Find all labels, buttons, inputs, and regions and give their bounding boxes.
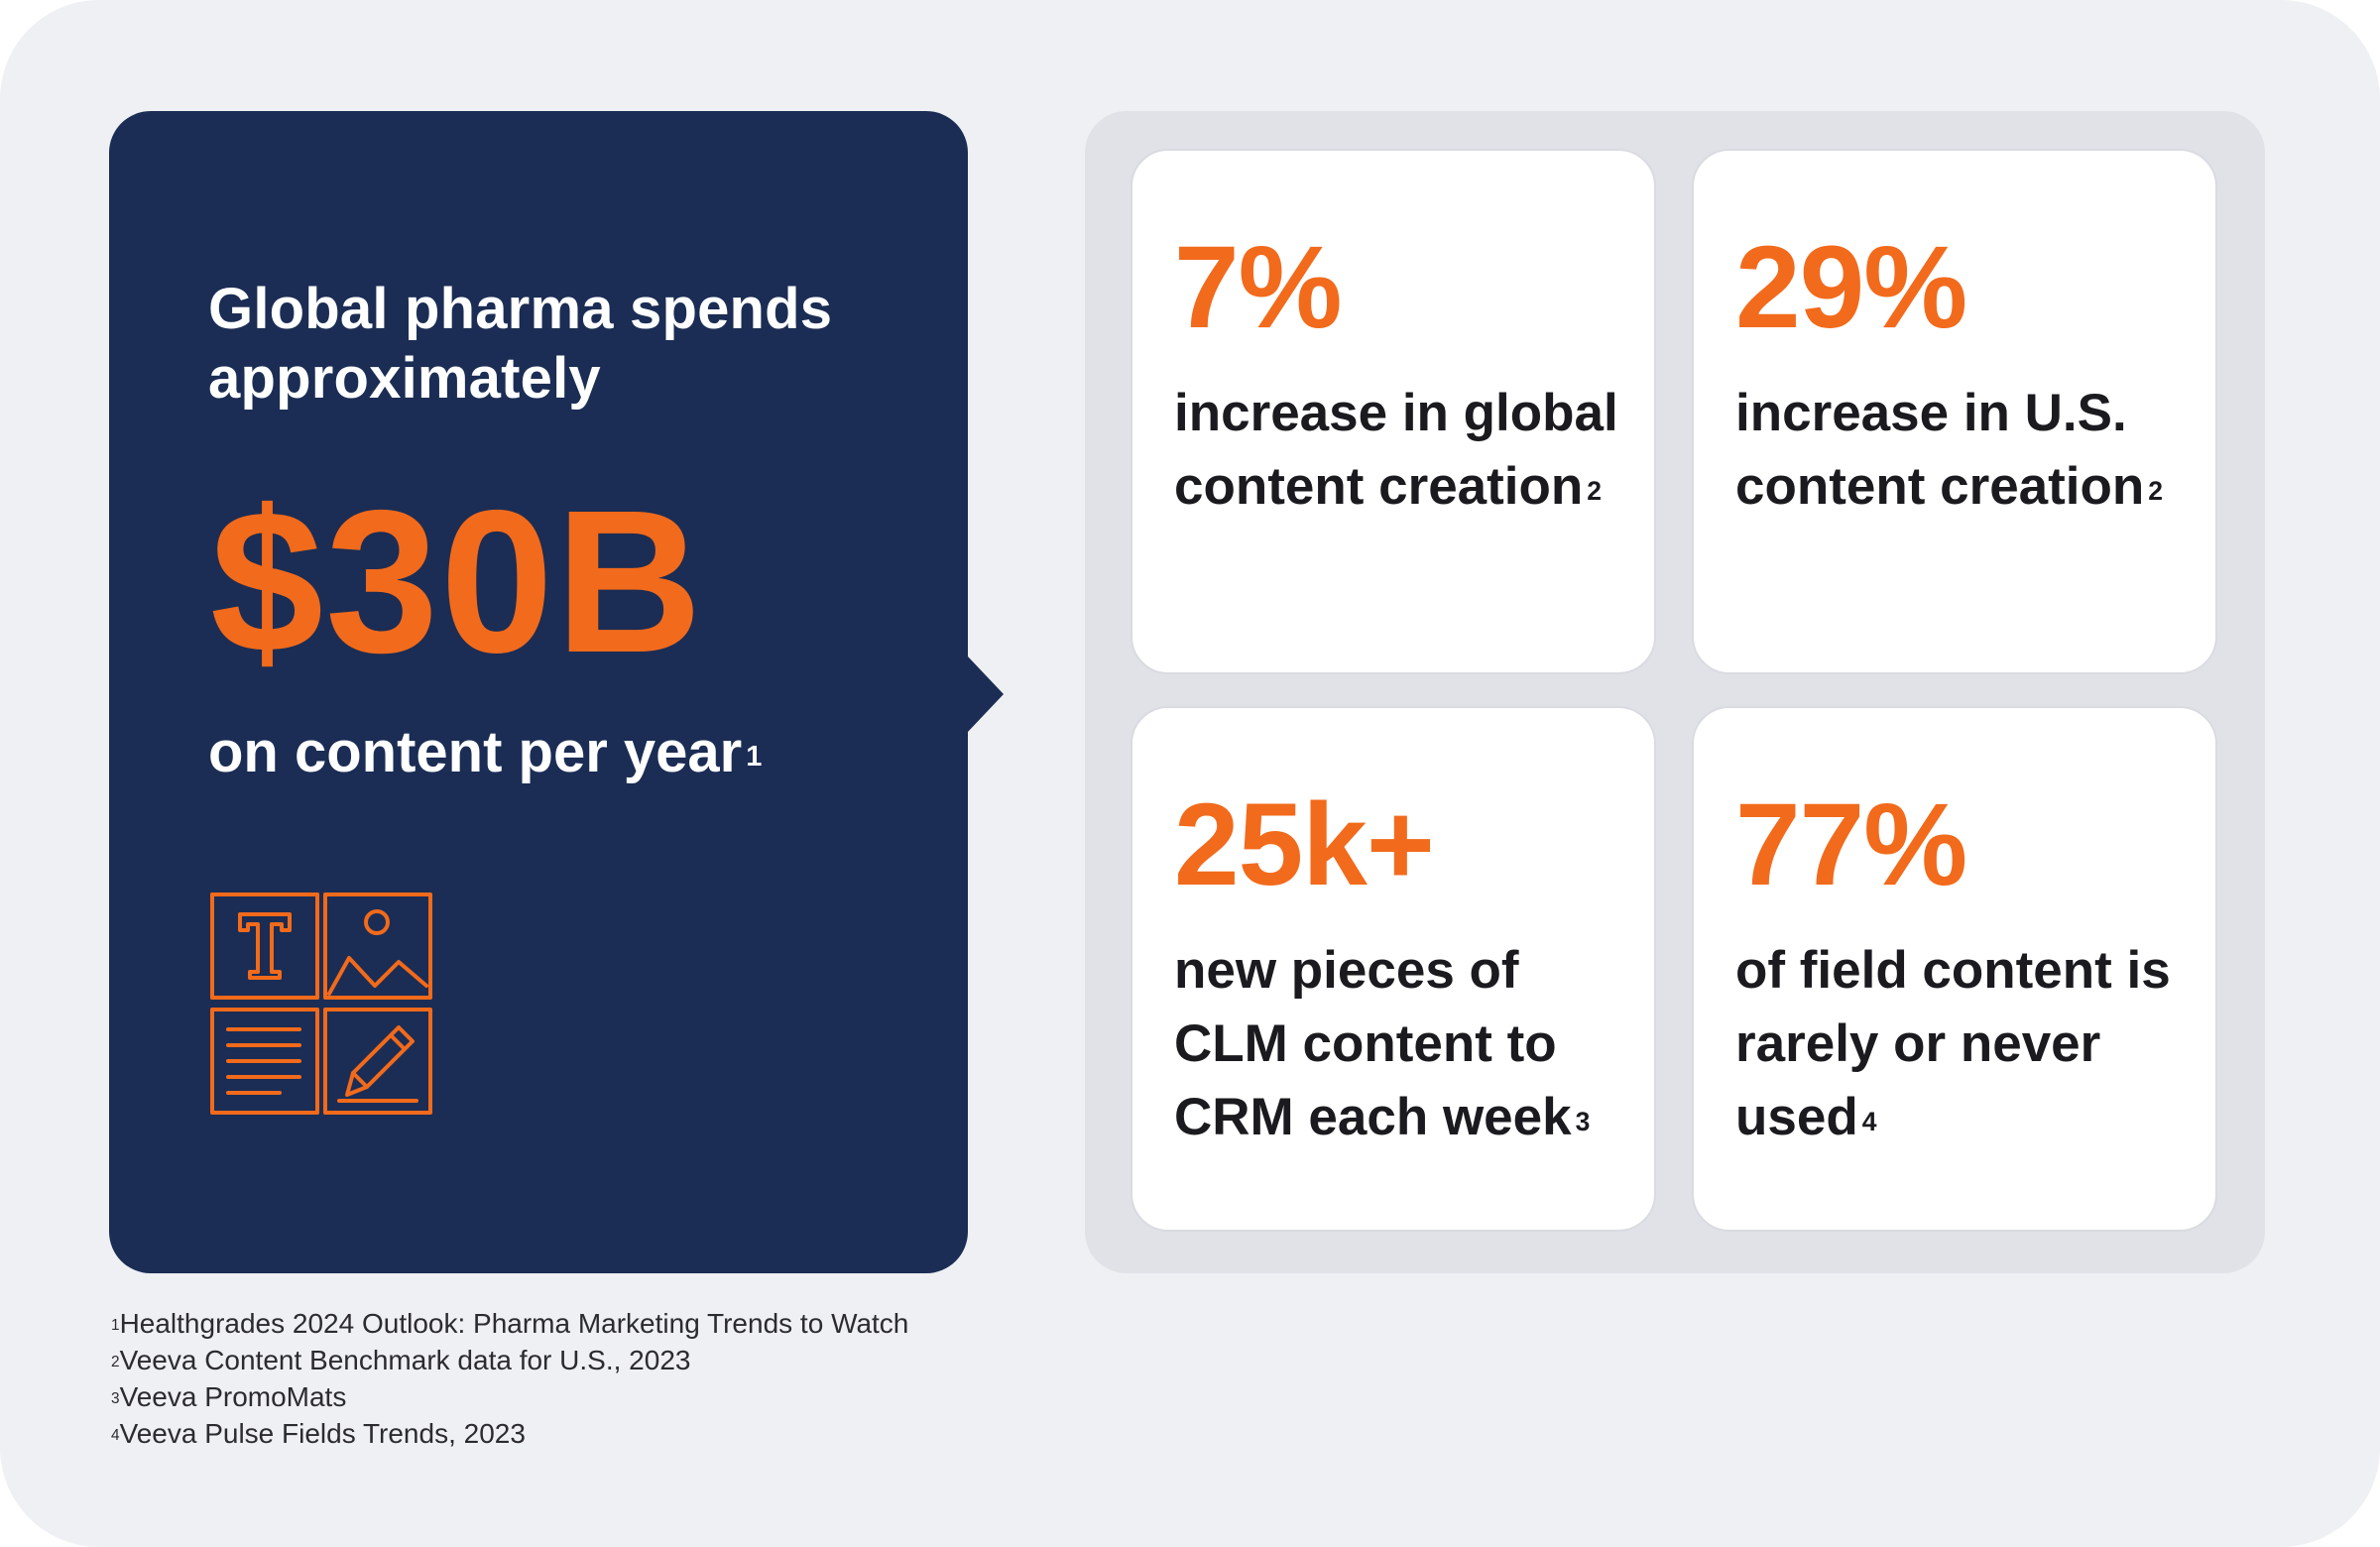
footnote-number: 1 [111,1316,120,1334]
content-types-icon [210,892,432,1115]
hero-amount: $30B [210,468,705,695]
footnotes: 1Healthgrades 2024 Outlook: Pharma Marke… [111,1305,908,1452]
stat-value: 7% [1174,222,1343,353]
footnote-text: Veeva Content Benchmark data for U.S., 2… [119,1345,691,1375]
stat-label: increase in U.S. content creation [1735,384,2145,516]
footnote-item: 2Veeva Content Benchmark data for U.S., … [111,1342,908,1378]
stat-card-us-content: 29% increase in U.S. content creation 2 [1692,149,2217,674]
footnote-number: 4 [111,1426,120,1444]
stat-ref: 3 [1575,1106,1591,1136]
hero-lead-text: Global pharma spends approximately [208,277,833,411]
stat-label: increase in global content creation [1174,384,1618,516]
stat-value: 77% [1735,779,1967,910]
footnote-text: Healthgrades 2024 Outlook: Pharma Market… [119,1308,909,1339]
hero-pointer [968,656,1004,732]
stat-description: new pieces of CLM content to CRM each we… [1174,934,1640,1154]
stat-description: increase in U.S. content creation 2 [1735,377,2202,524]
footnote-text: Veeva PromoMats [119,1381,347,1412]
hero-tail-label: on content per year [208,720,743,784]
footnote-number: 3 [111,1389,120,1407]
stat-card-global-content: 7% increase in global content creation 2 [1130,149,1656,674]
footnote-text: Veeva Pulse Fields Trends, 2023 [119,1418,526,1449]
stat-card-clm-content: 25k+ new pieces of CLM content to CRM ea… [1130,706,1656,1232]
stat-value: 29% [1735,222,1967,353]
footnote-item: 3Veeva PromoMats [111,1378,908,1415]
stat-description: of field content is rarely or never used… [1735,934,2202,1154]
stat-label: of field content is rarely or never used [1735,941,2171,1146]
stat-ref: 2 [1587,475,1603,506]
footnote-number: 2 [111,1353,120,1370]
hero-tail-ref: 1 [746,741,763,774]
footnote-item: 1Healthgrades 2024 Outlook: Pharma Marke… [111,1305,908,1342]
stat-ref: 4 [1861,1106,1877,1136]
stat-ref: 2 [2148,475,2164,506]
stats-panel: 7% increase in global content creation 2 … [1085,111,2265,1273]
stat-description: increase in global content creation 2 [1174,377,1640,524]
hero-card: Global pharma spends approximately $30B … [109,111,968,1273]
stat-value: 25k+ [1174,779,1435,910]
stat-card-field-content: 77% of field content is rarely or never … [1692,706,2217,1232]
hero-tail-text: on content per year 1 [208,718,942,787]
stat-label: new pieces of CLM content to CRM each we… [1174,941,1572,1146]
footnote-item: 4Veeva Pulse Fields Trends, 2023 [111,1415,908,1452]
